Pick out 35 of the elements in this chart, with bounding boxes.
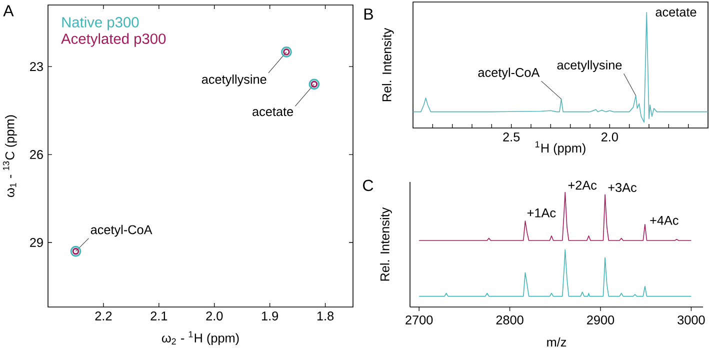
annotation: acetyllysine <box>202 74 266 86</box>
x-tick-label: 1.9 <box>262 311 278 320</box>
annotation: +1Ac <box>527 208 556 218</box>
text: Acetylated p300 <box>61 33 166 47</box>
y-tick-label: 29 <box>30 238 43 247</box>
annotation: acetate <box>656 8 696 17</box>
x-tick-label: 3000 <box>678 315 705 324</box>
y-tick-label: 26 <box>30 150 43 160</box>
x-axis-title: $^{1}$H (ppm) <box>536 141 586 156</box>
x-tick-label: 2.0 <box>601 132 618 142</box>
annotation: acetate <box>252 108 294 116</box>
x-tick-label: 2.1 <box>150 311 168 320</box>
x-axis-title: ω$_{2}$ - $^{1}$H (ppm) <box>162 331 239 346</box>
y-axis-title: Rel. Intensity <box>380 207 392 281</box>
x-tick-label: 2800 <box>496 315 524 324</box>
chart-title: C <box>363 180 374 192</box>
annotation: +4Ac <box>650 216 678 225</box>
y-axis-title: Rel. Intensity <box>382 28 394 102</box>
x-tick-label: 2700 <box>406 315 433 324</box>
annotation: acetyl-CoA <box>478 68 540 80</box>
annotation: acetyl-CoA <box>90 224 152 237</box>
text: Native p300 <box>62 16 139 30</box>
x-axis-title: m/z <box>547 337 566 347</box>
annotation: +3Ac <box>608 183 637 192</box>
chart-title: B <box>364 8 373 20</box>
chart-title: A <box>3 5 14 16</box>
annotation: +2Ac <box>568 180 597 190</box>
x-tick-label: 2900 <box>587 315 614 324</box>
y-tick-label: 23 <box>30 62 43 72</box>
y-axis-title: ω$_{1}$ - $^{13}$C (ppm) <box>2 115 17 197</box>
x-tick-label: 2.5 <box>503 132 520 142</box>
annotation: acetyllysine <box>557 60 622 72</box>
x-tick-label: 1.8 <box>317 311 334 320</box>
x-tick-label: 2.0 <box>206 311 223 320</box>
x-tick-label: 2.2 <box>95 311 112 320</box>
